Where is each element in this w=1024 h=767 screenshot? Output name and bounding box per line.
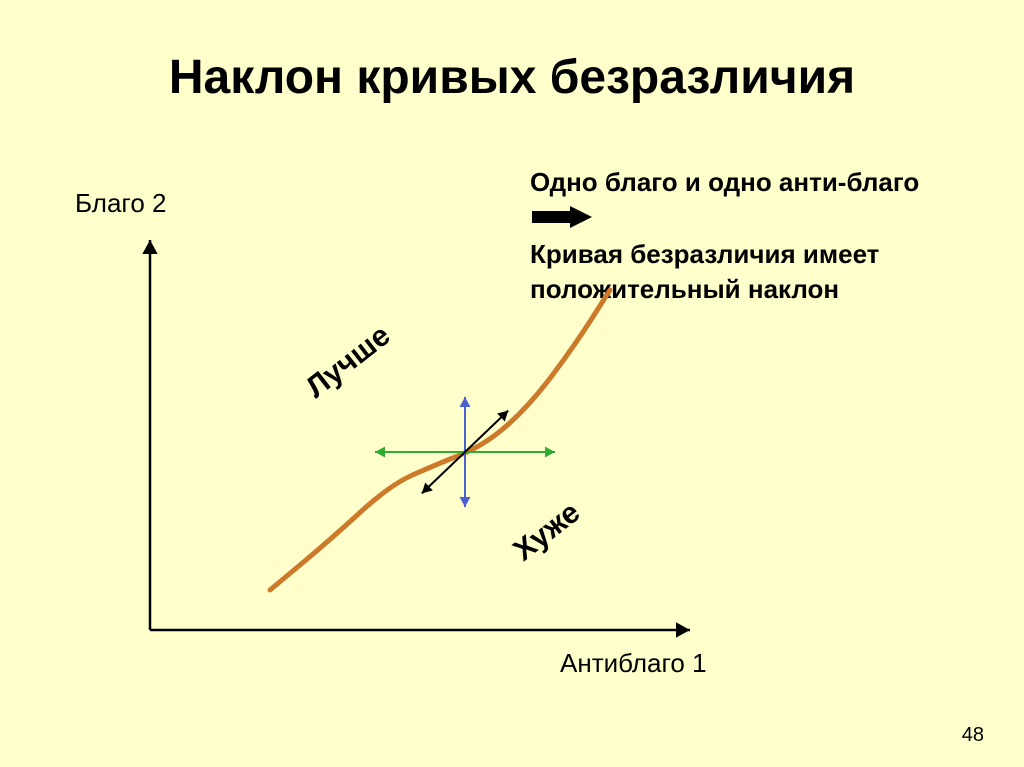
page-number: 48 bbox=[962, 724, 984, 747]
x-axis-label: Антиблаго 1 bbox=[560, 648, 707, 679]
y-axis-label: Благо 2 bbox=[75, 188, 166, 219]
slide-title: Наклон кривых безразличия bbox=[0, 50, 1024, 105]
indifference-curve-chart: Лучше Хуже bbox=[130, 230, 730, 650]
desc-line1: Одно благо и одно анти-благо bbox=[530, 167, 919, 197]
